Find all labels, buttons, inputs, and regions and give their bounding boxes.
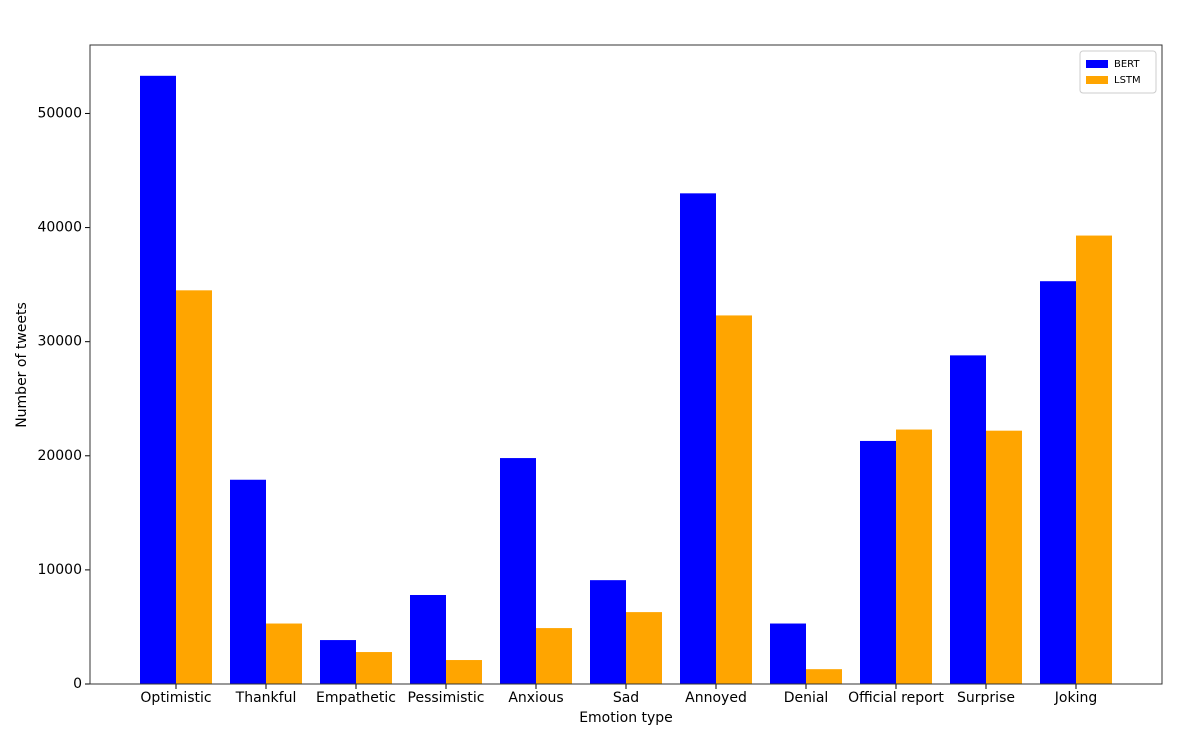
legend-label: LSTM — [1114, 75, 1141, 86]
legend-label: BERT — [1114, 59, 1140, 70]
bar — [770, 623, 806, 684]
bar — [500, 458, 536, 684]
bar — [230, 479, 266, 684]
bar — [806, 669, 842, 684]
legend: BERT LSTM — [1079, 50, 1157, 94]
x-tick-label: Annoyed — [685, 690, 747, 706]
y-axis-label: Number of tweets — [14, 302, 30, 428]
legend-swatch — [1086, 76, 1108, 84]
bar — [896, 429, 932, 684]
y-tick-label: 40000 — [37, 220, 82, 236]
y-tick-label: 20000 — [37, 448, 82, 464]
legend-frame — [1079, 50, 1157, 94]
bar — [176, 290, 212, 684]
x-tick-label: Sad — [613, 690, 639, 706]
bar — [410, 594, 446, 684]
x-tick-label: Anxious — [508, 690, 563, 706]
x-tick-label: Denial — [784, 690, 829, 706]
bar — [320, 640, 356, 684]
y-tick-label: 0 — [73, 676, 82, 692]
bar — [716, 315, 752, 684]
x-tick-label: Pessimistic — [408, 690, 485, 706]
x-tick-label: Joking — [1054, 690, 1097, 706]
x-axis-label: Emotion type — [579, 710, 673, 726]
bar — [356, 652, 392, 684]
x-tick-label: Empathetic — [316, 690, 396, 706]
bar — [140, 75, 176, 684]
bar — [950, 355, 986, 684]
y-tick-label: 50000 — [37, 105, 82, 121]
x-tick-label: Optimistic — [140, 690, 211, 706]
bar — [446, 660, 482, 684]
bar — [1076, 235, 1112, 684]
y-tick-label: 30000 — [37, 334, 82, 350]
bar — [266, 623, 302, 684]
x-tick-label: Surprise — [957, 690, 1015, 706]
bar — [680, 193, 716, 684]
x-tick-label: Thankful — [235, 690, 297, 706]
bar — [536, 628, 572, 684]
bar — [986, 430, 1022, 684]
bar — [1040, 281, 1076, 684]
x-tick-label: Official report — [848, 690, 944, 706]
y-tick-label: 10000 — [37, 562, 82, 578]
bar — [626, 612, 662, 684]
legend-swatch — [1086, 60, 1108, 68]
bar — [590, 580, 626, 684]
bar — [860, 440, 896, 684]
plot-frame — [89, 44, 1163, 685]
